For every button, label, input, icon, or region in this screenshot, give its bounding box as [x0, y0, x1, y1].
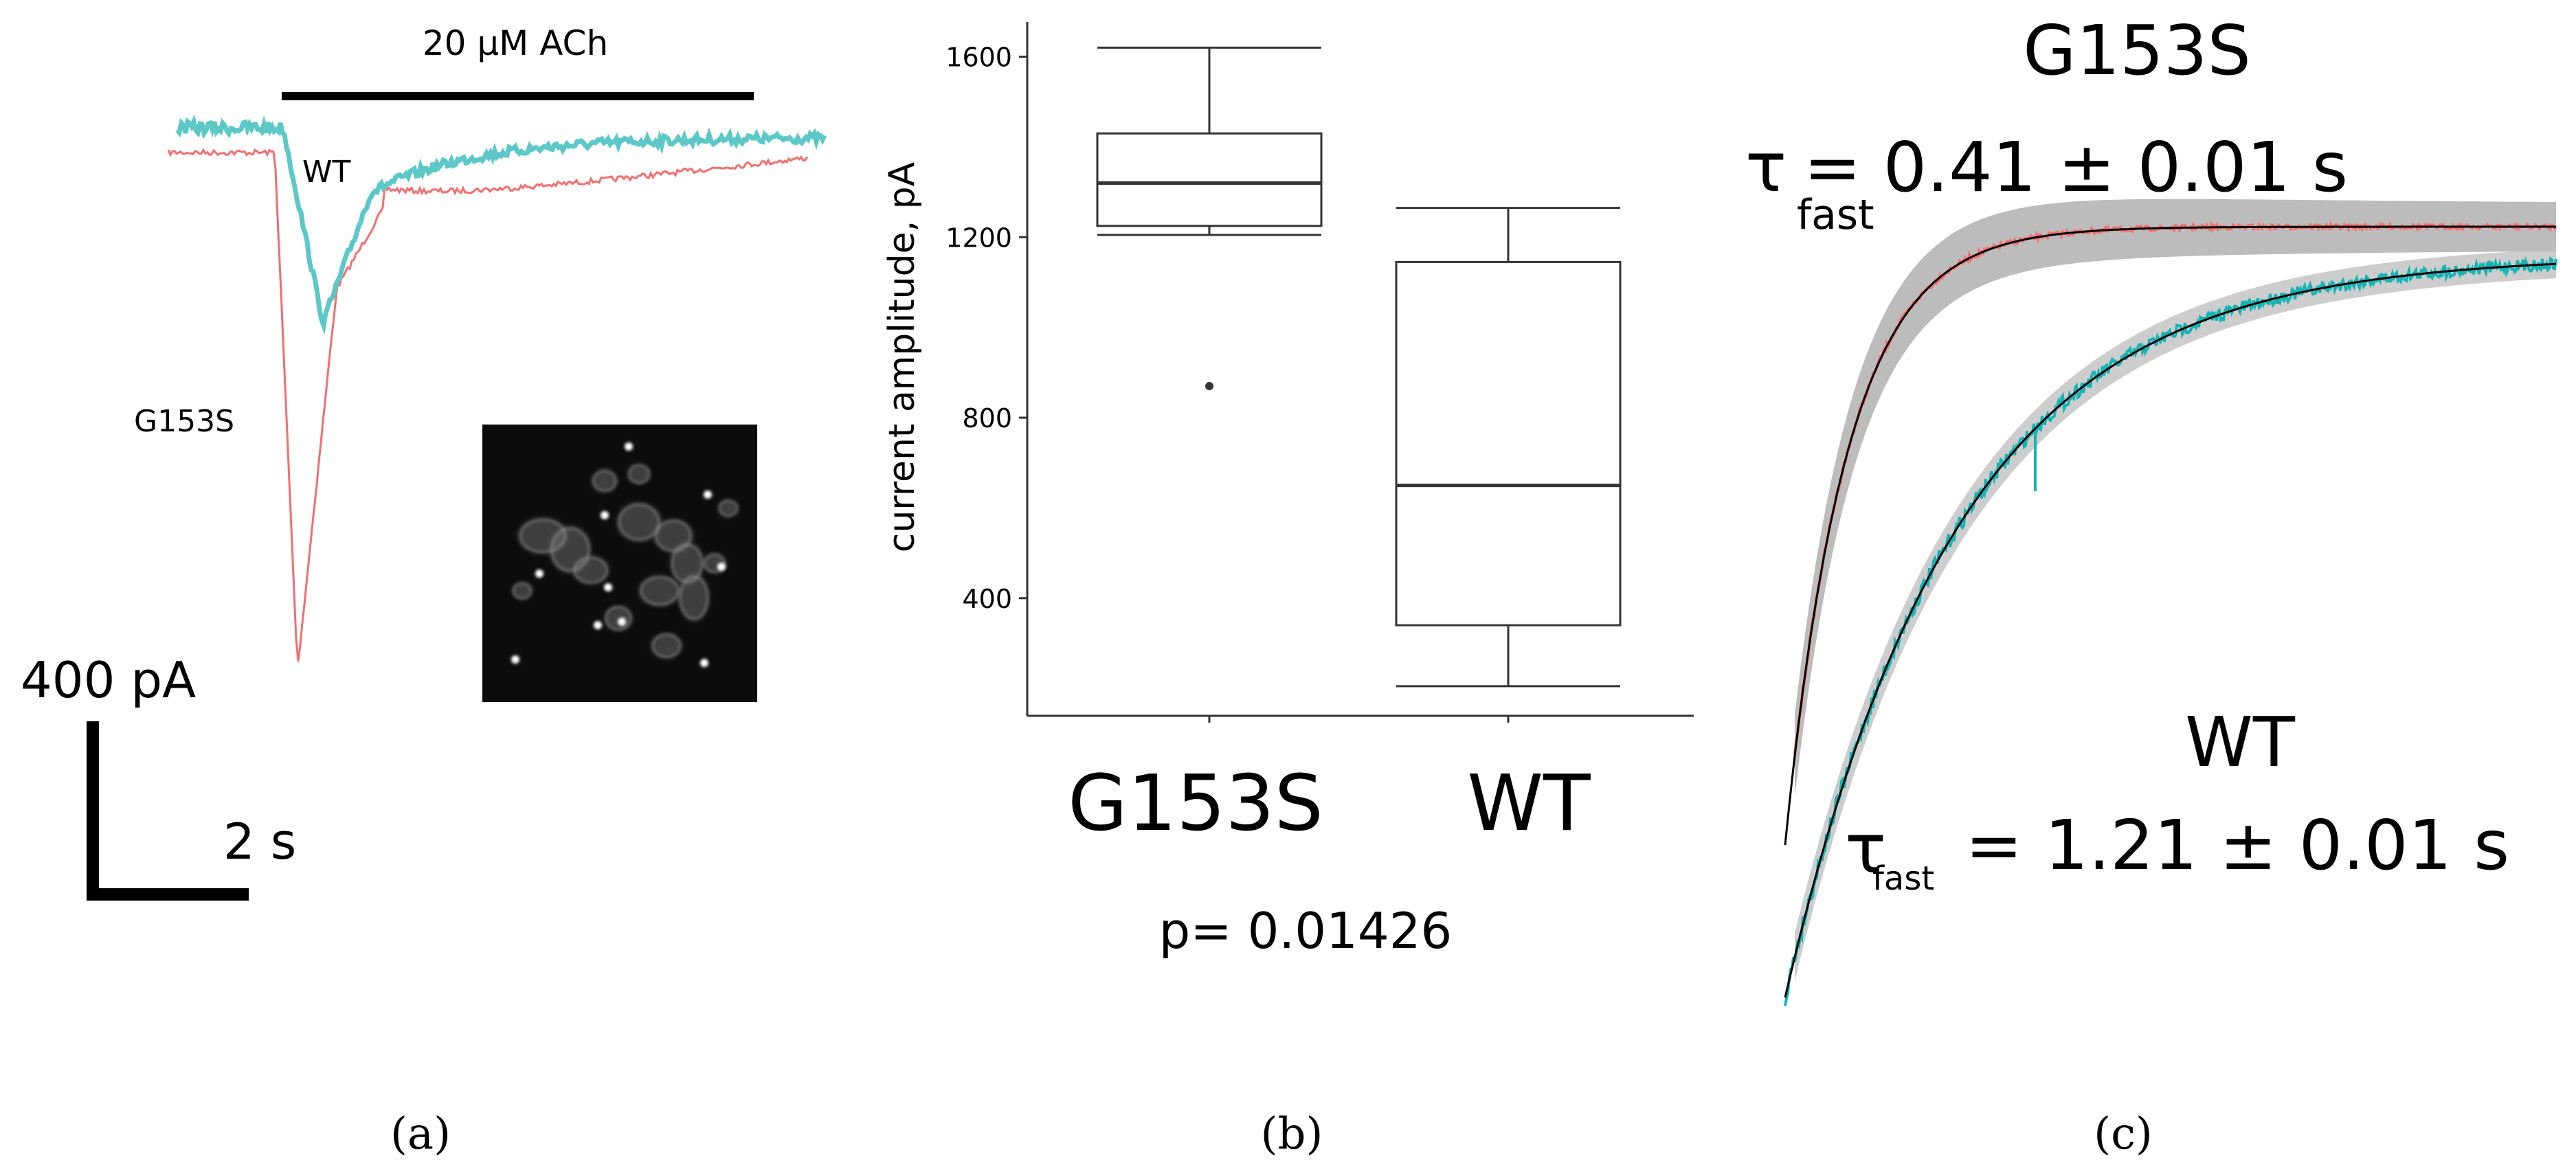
y-tick-label: 1600: [945, 43, 1012, 73]
cell-membrane: [512, 582, 533, 600]
caption-c: (c): [2094, 1109, 2153, 1160]
cell-membrane: [574, 556, 608, 584]
bright-spot: [604, 583, 612, 591]
wt-tau-subscript: fast: [1872, 859, 1934, 898]
decay-trace-wt: [1784, 256, 2557, 1006]
cell-membrane: [718, 499, 739, 517]
cell-membrane: [519, 519, 566, 553]
cell-blob: [617, 503, 661, 541]
bright-spot: [535, 569, 544, 578]
p-value: p= 0.01426: [1159, 902, 1453, 960]
bright-spot: [618, 618, 626, 626]
trace-wt-label: WT: [302, 155, 351, 190]
fit-curve-g153s: [1784, 225, 2556, 846]
cell-membrane: [651, 633, 682, 658]
panel-b: 400 800 1200 1600 G153S WT current amplitude,…: [882, 22, 1694, 1160]
cell-blob: [592, 470, 617, 492]
bright-spot: [717, 563, 726, 571]
cell-membrane: [628, 464, 650, 484]
y-axis-label: current amplitude, pA: [882, 161, 923, 552]
scale-time-label: 2 s: [223, 813, 296, 870]
trace-g153s-label: G153S: [134, 404, 234, 439]
x-category-label: G153S: [1068, 759, 1323, 848]
bright-spot: [700, 659, 708, 667]
bright-spot: [511, 655, 519, 664]
caption-a: (a): [390, 1109, 451, 1160]
cell-blob: [679, 574, 709, 621]
cell-membrane: [640, 576, 680, 606]
cell-blob: [639, 576, 680, 606]
wt-title: WT: [2185, 702, 2296, 782]
bright-spot: [594, 621, 602, 629]
cell-blob: [605, 606, 632, 631]
stimulus-label: 20 μM ACh: [423, 23, 608, 63]
caption-b: (b): [1261, 1109, 1323, 1160]
cell-membrane: [605, 606, 632, 631]
wt-tau-value: = 1.21 ± 0.01 s: [1965, 805, 2509, 885]
trace-g153s: [167, 148, 809, 662]
panel-a: 20 μM ACh WT G153S 400 pA 2 s (a): [21, 23, 827, 1160]
y-tick-label: 800: [962, 403, 1012, 433]
error-band-g153s: [1795, 199, 2556, 798]
x-category-label: WT: [1467, 759, 1591, 848]
bright-spot: [601, 511, 609, 519]
g153s-title: G153S: [2023, 10, 2251, 91]
outlier-point: [1205, 382, 1213, 391]
cell-blob: [513, 583, 532, 599]
boxplot-area: 400 800 1200 1600 G153S WT: [945, 43, 1622, 848]
g153s-tau-symbol: τ: [1745, 127, 1787, 207]
cell-membrane: [655, 519, 692, 552]
scale-bar: [87, 721, 249, 901]
scale-amplitude-label: 400 pA: [21, 651, 196, 709]
cell-membrane: [679, 575, 709, 620]
cell-membrane: [618, 504, 660, 541]
cell-blob: [573, 556, 609, 584]
box-wt: [1395, 260, 1622, 626]
cell-blob: [651, 633, 682, 658]
box-g153s: [1096, 132, 1323, 227]
panel-c: G153S τ fast = 0.41 ± 0.01 s WT τ fast =…: [1745, 10, 2557, 1160]
bright-spot: [704, 490, 712, 499]
wt-tau-symbol: τ: [1845, 809, 1886, 889]
cell-membrane: [592, 470, 617, 492]
bright-spot: [625, 442, 633, 451]
g153s-tau-value: = 0.41 ± 0.01 s: [1804, 127, 2348, 207]
cell-membrane: [671, 543, 704, 583]
cell-blob: [671, 543, 704, 584]
y-tick-label: 400: [962, 584, 1012, 614]
cell-membrane: [550, 527, 590, 572]
g153s-tau-subscript: fast: [1797, 191, 1874, 239]
trace-wt: [175, 114, 827, 335]
y-tick-label: 1200: [945, 223, 1012, 253]
cell-blob: [628, 464, 650, 484]
fit-curve-wt: [1784, 262, 2557, 998]
cell-blob: [719, 500, 738, 517]
microscopy-inset: [482, 425, 757, 702]
cell-membrane: [704, 553, 726, 574]
